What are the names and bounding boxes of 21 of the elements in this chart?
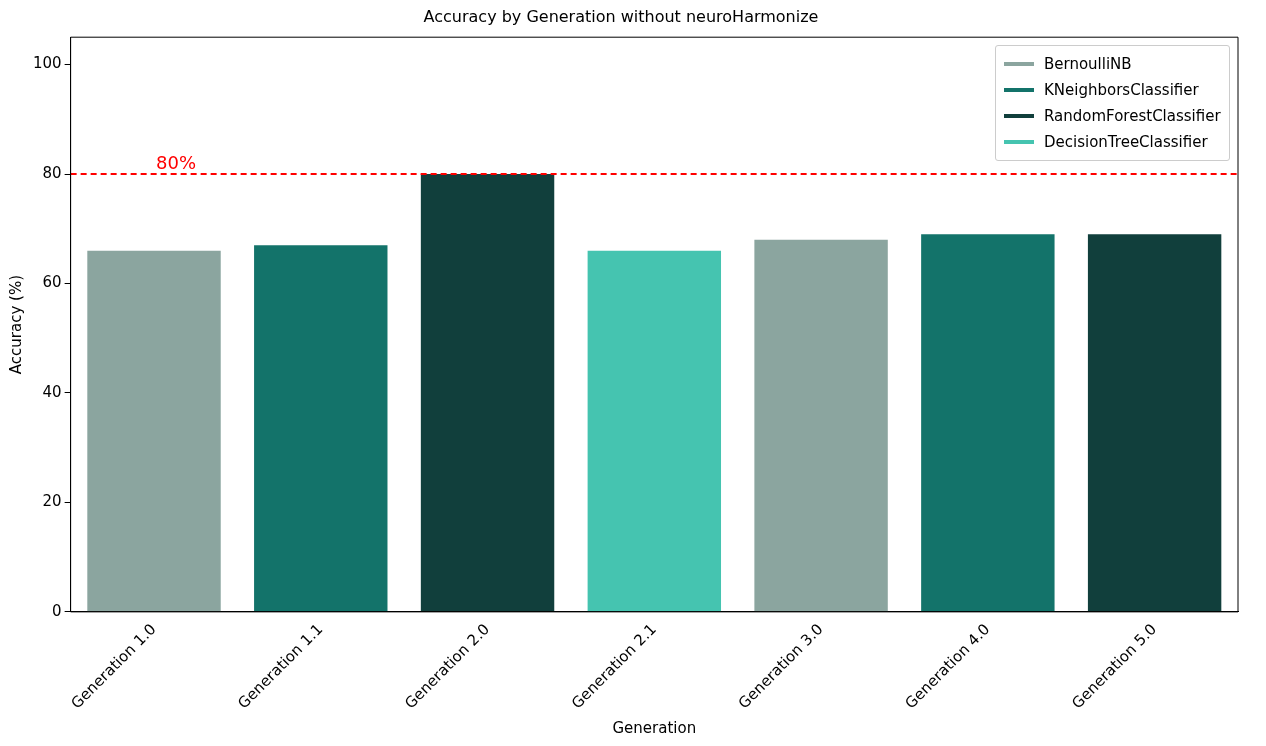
chart-title: Accuracy by Generation without neuroHarmonize bbox=[423, 6, 819, 26]
bar bbox=[921, 234, 1055, 612]
y-tick-label: 20 bbox=[42, 492, 62, 511]
x-axis-title: Generation bbox=[612, 718, 697, 737]
bar bbox=[254, 245, 388, 612]
y-tick-label: 100 bbox=[32, 54, 62, 73]
ref-line-label: 80% bbox=[156, 151, 197, 173]
y-tick-label: 60 bbox=[42, 273, 62, 292]
legend-label: BernoulliNB bbox=[1044, 55, 1132, 74]
legend-label: RandomForestClassifier bbox=[1044, 107, 1221, 126]
bar bbox=[420, 174, 555, 612]
legend-label: DecisionTreeClassifier bbox=[1044, 133, 1208, 152]
y-axis-title: Accuracy (%) bbox=[6, 274, 25, 375]
bar bbox=[754, 239, 888, 612]
y-tick-label: 80 bbox=[42, 163, 62, 182]
legend-label: KNeighborsClassifier bbox=[1044, 81, 1199, 100]
bar bbox=[87, 250, 221, 612]
bar bbox=[587, 250, 722, 612]
y-tick-label: 40 bbox=[42, 382, 62, 401]
bar bbox=[1087, 234, 1222, 612]
y-tick-label: 0 bbox=[52, 601, 62, 620]
